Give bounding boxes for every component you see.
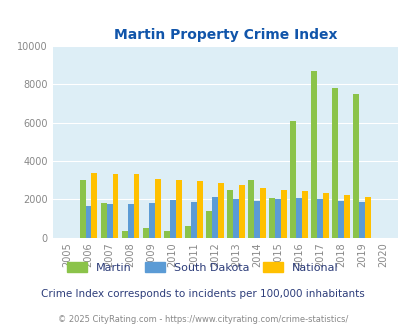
Bar <box>301 191 307 238</box>
Bar <box>290 121 295 238</box>
Text: Crime Index corresponds to incidents per 100,000 inhabitants: Crime Index corresponds to incidents per… <box>41 289 364 299</box>
Bar <box>205 211 211 238</box>
Bar <box>133 175 139 238</box>
Bar <box>154 179 160 238</box>
Bar <box>232 199 238 238</box>
Bar <box>196 181 202 238</box>
Bar <box>358 202 364 238</box>
Bar <box>128 204 133 238</box>
Bar <box>331 88 337 238</box>
Bar <box>148 203 154 238</box>
Bar <box>169 200 175 238</box>
Bar <box>107 204 112 238</box>
Title: Martin Property Crime Index: Martin Property Crime Index <box>113 28 336 42</box>
Bar <box>164 231 169 238</box>
Bar <box>211 197 217 238</box>
Bar <box>79 180 85 238</box>
Bar <box>337 201 343 238</box>
Bar <box>247 180 253 238</box>
Bar <box>364 197 370 238</box>
Bar <box>226 190 232 238</box>
Bar <box>190 202 196 238</box>
Bar <box>295 198 301 238</box>
Bar <box>85 206 91 238</box>
Bar <box>343 195 349 238</box>
Bar <box>274 199 280 238</box>
Bar <box>259 188 265 238</box>
Bar <box>217 183 223 238</box>
Bar <box>143 228 148 238</box>
Bar <box>122 231 128 238</box>
Bar <box>352 94 358 238</box>
Bar <box>316 199 322 238</box>
Bar <box>91 173 97 238</box>
Text: © 2025 CityRating.com - https://www.cityrating.com/crime-statistics/: © 2025 CityRating.com - https://www.city… <box>58 315 347 324</box>
Bar <box>280 190 286 238</box>
Bar <box>112 175 118 238</box>
Bar <box>322 193 328 238</box>
Bar <box>100 203 107 238</box>
Legend: Martin, South Dakota, National: Martin, South Dakota, National <box>63 258 342 277</box>
Bar <box>238 185 244 238</box>
Bar <box>253 201 259 238</box>
Bar <box>310 71 316 238</box>
Bar <box>175 180 181 238</box>
Bar <box>184 226 190 238</box>
Bar <box>269 198 274 238</box>
